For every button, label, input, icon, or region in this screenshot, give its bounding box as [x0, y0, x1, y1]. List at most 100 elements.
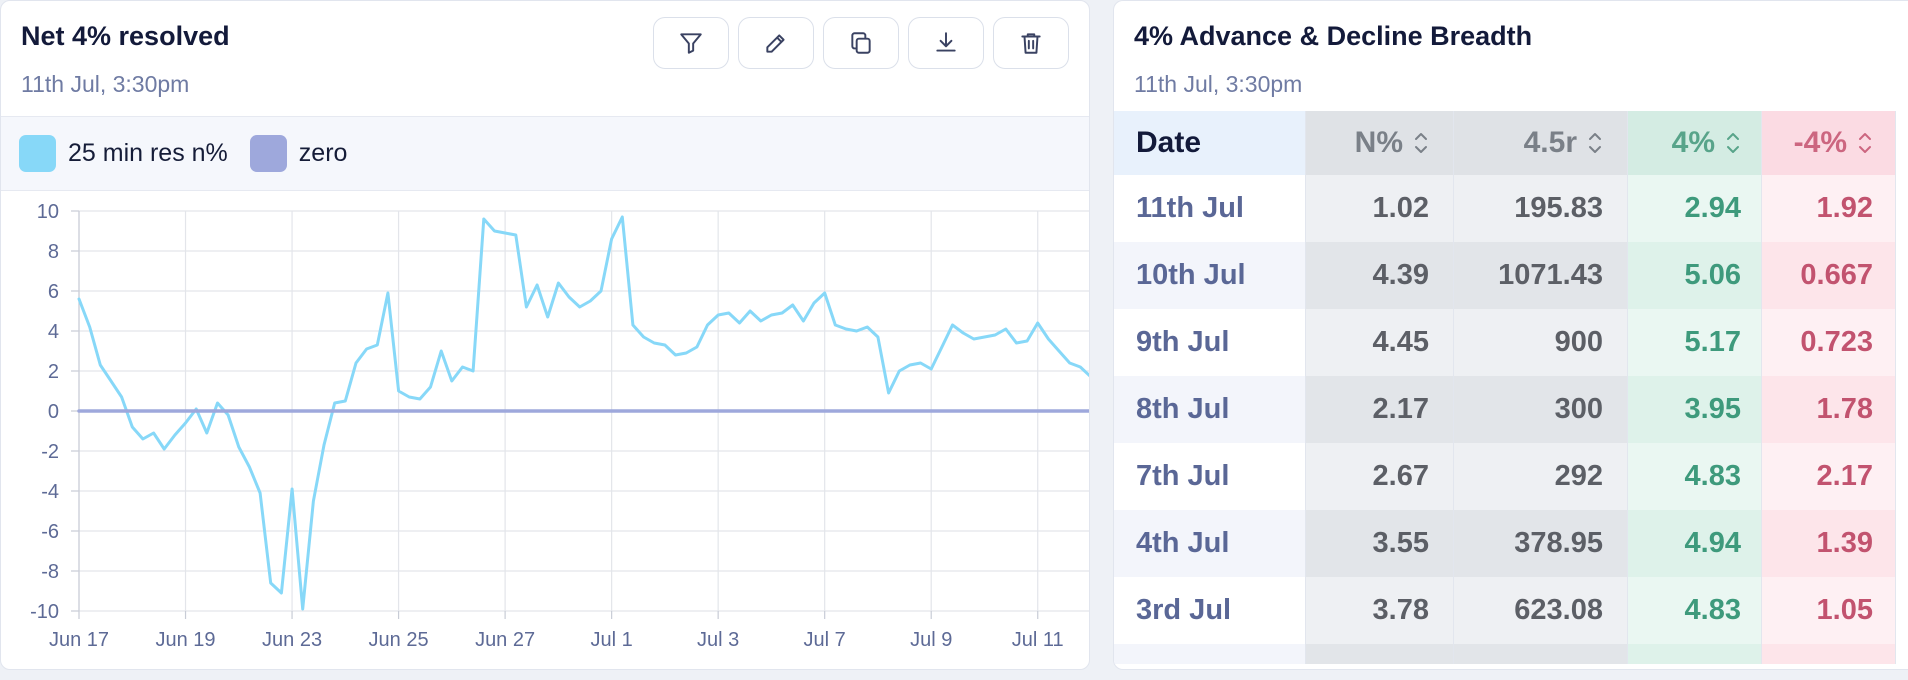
cell-advance: 4.83: [1628, 577, 1762, 644]
filter-button[interactable]: [653, 17, 729, 69]
y-tick-label: 8: [48, 241, 59, 263]
y-tick-label: -2: [41, 441, 59, 463]
table-row[interactable]: 4th Jul 3.55 378.95 4.94 1.39: [1114, 510, 1908, 577]
cell-n: 3.55: [1306, 510, 1454, 577]
table-title: 4% Advance & Decline Breadth: [1134, 21, 1533, 51]
x-tick-label: Jul 9: [910, 629, 952, 651]
chart-timestamp: 11th Jul, 3:30pm: [21, 71, 190, 97]
edit-icon: [766, 34, 785, 53]
cell-advance: 5.06: [1628, 242, 1762, 309]
y-tick-label: 0: [48, 401, 59, 423]
cell-date: 11th Jul: [1114, 175, 1306, 242]
column-header-decline-label: -4%: [1793, 126, 1847, 159]
row-spacer: [1896, 644, 1908, 664]
x-tick-label: Jul 7: [804, 629, 846, 651]
cell-r: 195.83: [1454, 175, 1628, 242]
row-spacer: [1896, 577, 1908, 644]
cell-date: 8th Jul: [1114, 376, 1306, 443]
edit-button[interactable]: [738, 17, 814, 69]
x-tick-label: Jun 19: [155, 629, 215, 651]
row-spacer: [1896, 376, 1908, 443]
download-button[interactable]: [908, 17, 984, 69]
x-tick-label: Jun 23: [262, 629, 322, 651]
chart-legend: 25 min res n% zero: [1, 116, 1089, 191]
copy-icon: [851, 32, 871, 54]
cell-date: 3rd Jul: [1114, 577, 1306, 644]
legend-swatch-series: [19, 135, 56, 172]
copy-button[interactable]: [823, 17, 899, 69]
legend-label-series: 25 min res n%: [68, 139, 228, 167]
table-row[interactable]: 11th Jul 1.02 195.83 2.94 1.92: [1114, 175, 1908, 242]
x-tick-label: Jun 27: [475, 629, 535, 651]
cell-date: [1114, 644, 1306, 664]
cell-r: 623.08: [1454, 577, 1628, 644]
line-chart: 10 8 6 4 2 0 -2 -4 -6 -8 -10 Jun 17 Jun 19 Jun 23 Jun …: [30, 201, 1089, 651]
delete-button[interactable]: [993, 17, 1069, 69]
table-row[interactable]: 8th Jul 2.17 300 3.95 1.78: [1114, 376, 1908, 443]
cell-decline: 0.723: [1762, 309, 1896, 376]
cell-r: 300: [1454, 376, 1628, 443]
chart-title: Net 4% resolved: [21, 21, 230, 51]
cell-decline: 0.667: [1762, 242, 1896, 309]
cell-r: 1071.43: [1454, 242, 1628, 309]
legend-item-zero[interactable]: zero: [249, 135, 348, 172]
row-spacer: [1896, 242, 1908, 309]
chart-toolbar: [653, 17, 1069, 69]
table-row[interactable]: 10th Jul 4.39 1071.43 5.06 0.667: [1114, 242, 1908, 309]
cell-advance: 4.83: [1628, 443, 1762, 510]
cell-decline: 1.39: [1762, 510, 1896, 577]
cell-decline: 2.17: [1762, 443, 1896, 510]
y-tick-label: 4: [48, 321, 59, 343]
cell-advance: [1628, 644, 1762, 664]
legend-swatch-zero: [249, 135, 287, 172]
row-spacer: [1896, 443, 1908, 510]
trash-icon: [1021, 33, 1041, 54]
column-header-advance[interactable]: 4%: [1628, 111, 1762, 175]
cell-decline: 1.05: [1762, 577, 1896, 644]
cell-r: [1454, 644, 1628, 664]
table-row[interactable]: 9th Jul 4.45 900 5.17 0.723: [1114, 309, 1908, 376]
series-line-res: [77, 215, 1089, 611]
cell-n: 2.67: [1306, 443, 1454, 510]
sort-icon: [1725, 128, 1741, 158]
cell-date: 7th Jul: [1114, 443, 1306, 510]
cell-n: 1.02: [1306, 175, 1454, 242]
column-header-date[interactable]: Date: [1114, 111, 1306, 175]
y-tick-label: 10: [37, 201, 59, 223]
cell-n: 3.78: [1306, 577, 1454, 644]
cell-advance: 5.17: [1628, 309, 1762, 376]
cell-advance: 2.94: [1628, 175, 1762, 242]
column-header-advance-label: 4%: [1671, 126, 1715, 159]
cell-advance: 3.95: [1628, 376, 1762, 443]
cell-n: [1306, 644, 1454, 664]
cell-advance: 4.94: [1628, 510, 1762, 577]
filter-icon: [680, 33, 702, 54]
legend-item-series[interactable]: 25 min res n%: [19, 135, 228, 172]
x-tick-label: Jul 3: [697, 629, 739, 651]
y-tick-label: -8: [41, 561, 59, 583]
x-tick-label: Jun 25: [369, 629, 429, 651]
row-spacer: [1896, 309, 1908, 376]
column-header-date-label: Date: [1136, 126, 1202, 159]
breadth-table: Date N% 4.5r 4% -4% 11th Jul 1.02 195.83…: [1114, 111, 1908, 664]
column-header-decline[interactable]: -4%: [1762, 111, 1896, 175]
table-header-row: Date N% 4.5r 4% -4%: [1114, 111, 1908, 175]
column-header-n[interactable]: N%: [1306, 111, 1454, 175]
cell-n: 4.39: [1306, 242, 1454, 309]
sort-icon: [1857, 128, 1873, 158]
cell-n: 4.45: [1306, 309, 1454, 376]
table-row-partial[interactable]: [1114, 644, 1908, 664]
x-tick-label: Jul 1: [591, 629, 633, 651]
column-header-r[interactable]: 4.5r: [1454, 111, 1628, 175]
table-row[interactable]: 7th Jul 2.67 292 4.83 2.17: [1114, 443, 1908, 510]
cell-n: 2.17: [1306, 376, 1454, 443]
cell-decline: 1.78: [1762, 376, 1896, 443]
cell-date: 10th Jul: [1114, 242, 1306, 309]
y-tick-label: 6: [48, 281, 59, 303]
row-spacer: [1896, 510, 1908, 577]
cell-decline: [1762, 644, 1896, 664]
legend-label-zero: zero: [298, 139, 348, 167]
y-tick-label: -4: [41, 481, 59, 503]
table-row[interactable]: 3rd Jul 3.78 623.08 4.83 1.05: [1114, 577, 1908, 644]
chart-card: Net 4% resolved 11th Jul, 3:30pm 25 min …: [0, 0, 1090, 670]
